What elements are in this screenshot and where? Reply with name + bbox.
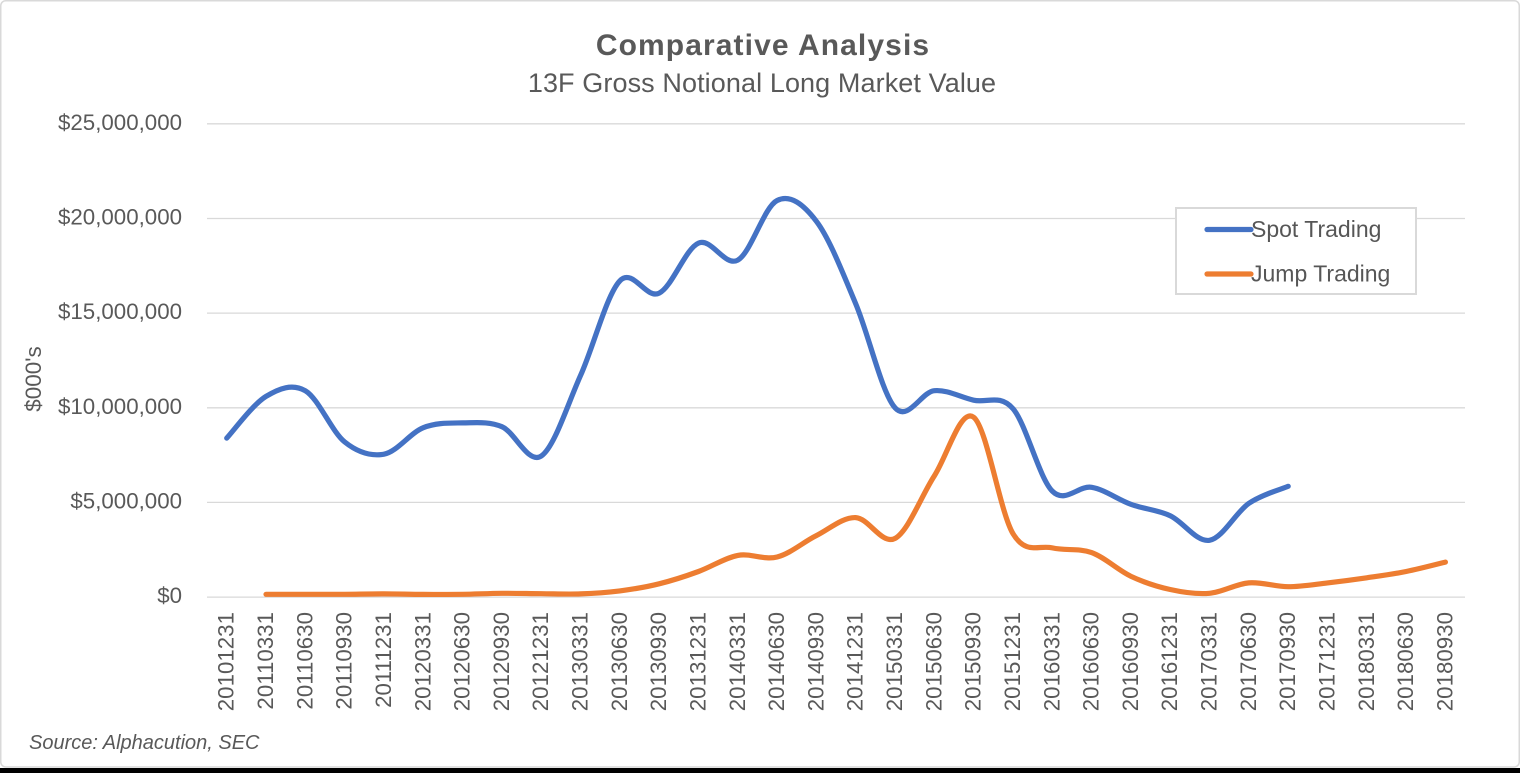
svg-text:Jump Trading: Jump Trading — [1251, 261, 1390, 287]
svg-text:20120930: 20120930 — [489, 612, 514, 711]
svg-text:20160930: 20160930 — [1118, 612, 1143, 711]
svg-text:20110630: 20110630 — [292, 612, 317, 710]
svg-text:20140930: 20140930 — [803, 612, 828, 711]
svg-text:Spot Trading: Spot Trading — [1251, 216, 1381, 242]
svg-text:20170331: 20170331 — [1197, 612, 1222, 711]
svg-text:20161231: 20161231 — [1157, 612, 1182, 711]
svg-text:20150930: 20150930 — [961, 612, 986, 711]
svg-text:20180331: 20180331 — [1354, 612, 1379, 711]
svg-text:20180630: 20180630 — [1393, 612, 1418, 711]
svg-text:20150630: 20150630 — [921, 612, 946, 711]
svg-text:20160630: 20160630 — [1079, 612, 1104, 711]
svg-text:20121231: 20121231 — [528, 612, 553, 711]
svg-text:20171231: 20171231 — [1315, 612, 1340, 711]
svg-text:20101231: 20101231 — [214, 612, 239, 711]
svg-text:20120331: 20120331 — [410, 612, 435, 711]
svg-text:20120630: 20120630 — [450, 612, 475, 711]
svg-text:20170630: 20170630 — [1236, 612, 1261, 711]
svg-text:$25,000,000: $25,000,000 — [58, 110, 182, 135]
svg-text:20180930: 20180930 — [1432, 612, 1457, 711]
svg-text:20140630: 20140630 — [764, 612, 789, 711]
svg-text:$0: $0 — [157, 583, 182, 608]
svg-text:20130630: 20130630 — [607, 612, 632, 711]
svg-text:20111231: 20111231 — [371, 612, 396, 708]
svg-text:20140331: 20140331 — [725, 612, 750, 711]
svg-text:20170930: 20170930 — [1275, 612, 1300, 711]
svg-text:20150331: 20150331 — [882, 612, 907, 711]
svg-text:20130331: 20130331 — [568, 612, 593, 711]
svg-text:20131231: 20131231 — [686, 612, 711, 711]
svg-text:$5,000,000: $5,000,000 — [70, 488, 182, 513]
svg-text:$10,000,000: $10,000,000 — [58, 394, 182, 419]
svg-text:20110930: 20110930 — [332, 612, 357, 710]
svg-text:20141231: 20141231 — [843, 612, 868, 711]
svg-text:$15,000,000: $15,000,000 — [58, 299, 182, 324]
svg-text:20160331: 20160331 — [1039, 612, 1064, 711]
svg-text:20110331: 20110331 — [253, 612, 278, 710]
svg-text:20130930: 20130930 — [646, 612, 671, 711]
svg-text:$000's: $000's — [21, 346, 46, 412]
svg-text:$20,000,000: $20,000,000 — [58, 205, 182, 230]
svg-text:20151231: 20151231 — [1000, 612, 1025, 711]
